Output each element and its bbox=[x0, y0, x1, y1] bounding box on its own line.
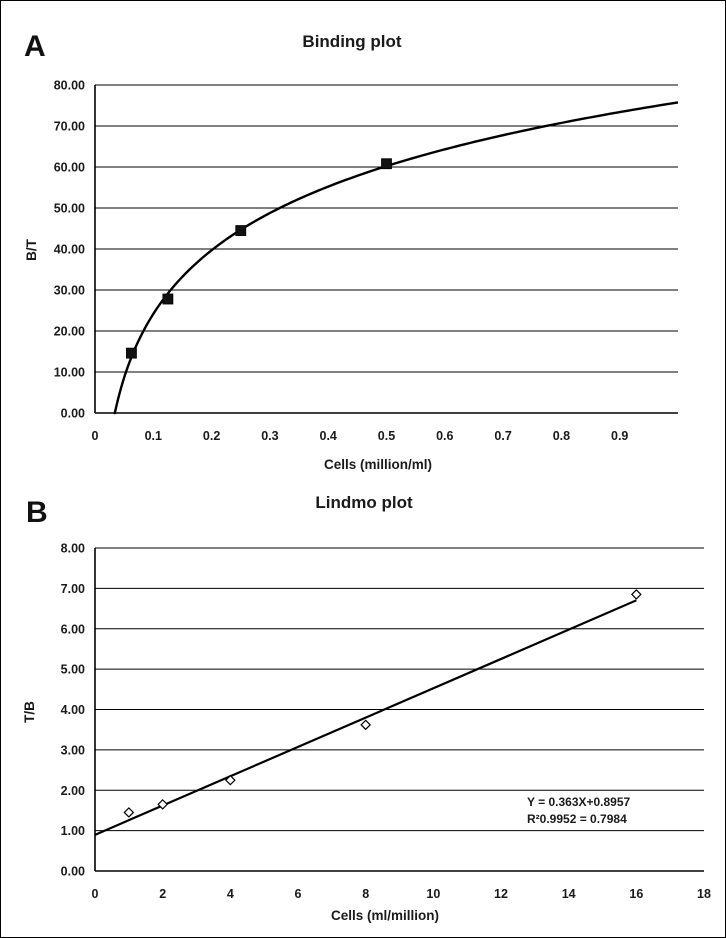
y-tick-label: 5.00 bbox=[61, 663, 85, 677]
gridlines-b bbox=[95, 547, 704, 832]
data-point bbox=[224, 774, 236, 786]
x-tick-label: 0.9 bbox=[611, 429, 628, 443]
x-tick-label: 10 bbox=[426, 887, 440, 901]
regression-line bbox=[94, 599, 637, 836]
y-tick-labels-b: 0.00 1.00 2.00 3.00 4.00 5.00 6.00 7.00 8.00 bbox=[61, 542, 85, 879]
gridlines-a bbox=[95, 84, 678, 373]
y-tick-label: 0.00 bbox=[61, 865, 85, 879]
y-tick-label: 2.00 bbox=[61, 784, 85, 798]
x-tick-label: 0 bbox=[92, 429, 99, 443]
x-tick-labels-a: 0 0.1 0.2 0.3 0.4 0.5 0.6 0.7 0.8 0.9 bbox=[92, 429, 629, 443]
axes-b bbox=[94, 548, 704, 872]
x-tick-label: 16 bbox=[629, 887, 643, 901]
fit-r-squared: R²0.9952 = 0.7984 bbox=[527, 812, 627, 826]
y-tick-label: 0.00 bbox=[61, 407, 85, 421]
fit-equation: Y = 0.363X+0.8957 bbox=[527, 795, 631, 809]
x-tick-label: 0.2 bbox=[203, 429, 220, 443]
fit-line-b bbox=[94, 599, 637, 836]
x-tick-label: 4 bbox=[227, 887, 234, 901]
data-point bbox=[360, 719, 372, 731]
x-tick-labels-b: 0 2 4 6 8 10 12 14 16 18 bbox=[92, 887, 711, 901]
data-point bbox=[162, 293, 174, 305]
x-tick-label: 0.7 bbox=[494, 429, 511, 443]
x-tick-label: 14 bbox=[562, 887, 576, 901]
data-point bbox=[381, 158, 392, 170]
y-tick-label: 7.00 bbox=[61, 582, 85, 596]
x-tick-label: 2 bbox=[159, 887, 166, 901]
data-point bbox=[235, 225, 247, 236]
y-tick-label: 1.00 bbox=[61, 824, 85, 838]
x-tick-label: 0 bbox=[92, 887, 99, 901]
x-axis-label-b: Cells (ml/million) bbox=[331, 908, 439, 923]
y-tick-label: 6.00 bbox=[61, 622, 85, 636]
data-points-b bbox=[123, 589, 642, 818]
y-tick-label: 8.00 bbox=[61, 542, 85, 556]
panel-letter-a: A bbox=[24, 30, 46, 63]
x-tick-label: 6 bbox=[295, 887, 302, 901]
y-tick-label: 10.00 bbox=[54, 366, 85, 380]
x-tick-label: 8 bbox=[362, 887, 369, 901]
y-tick-label: 70.00 bbox=[54, 120, 85, 134]
x-tick-label: 0.4 bbox=[320, 429, 337, 443]
fit-curve bbox=[113, 101, 679, 415]
y-tick-labels-a: 0.00 10.00 20.00 30.00 40.00 50.00 60.00 70.00 8… bbox=[54, 79, 85, 421]
x-tick-label: 18 bbox=[697, 887, 711, 901]
y-tick-label: 60.00 bbox=[54, 161, 85, 175]
data-point bbox=[630, 589, 642, 600]
x-axis-label-a: Cells (million/ml) bbox=[324, 457, 432, 472]
y-tick-label: 3.00 bbox=[61, 743, 85, 757]
y-axis-label-b: T/B bbox=[22, 701, 37, 723]
y-tick-label: 50.00 bbox=[54, 202, 85, 216]
panel-letter-b: B bbox=[26, 496, 48, 529]
x-tick-label: 0.3 bbox=[261, 429, 278, 443]
x-tick-label: 12 bbox=[494, 887, 508, 901]
x-tick-label: 0.8 bbox=[553, 429, 570, 443]
x-tick-label: 0.1 bbox=[145, 429, 162, 443]
axes-a bbox=[94, 85, 678, 414]
y-axis-label-a: B/T bbox=[24, 238, 39, 261]
y-tick-label: 20.00 bbox=[54, 325, 85, 339]
data-point bbox=[157, 799, 169, 810]
x-tick-label: 0.6 bbox=[436, 429, 453, 443]
chart-title-b: Lindmo plot bbox=[315, 493, 413, 512]
fit-curve-a bbox=[113, 101, 679, 415]
data-points-a bbox=[126, 158, 392, 359]
binding-plot-panel: A Binding plot Cells (million/ml) B/T 0.… bbox=[24, 30, 679, 472]
y-tick-label: 30.00 bbox=[54, 284, 85, 298]
data-point bbox=[123, 807, 135, 818]
y-tick-label: 4.00 bbox=[61, 703, 85, 717]
x-tick-label: 0.5 bbox=[378, 429, 395, 443]
lindmo-plot-panel: B Lindmo plot Cells (ml/million) T/B 0.0… bbox=[22, 493, 711, 923]
data-point bbox=[126, 347, 137, 359]
chart-title-a: Binding plot bbox=[302, 32, 401, 51]
y-tick-label: 40.00 bbox=[54, 243, 85, 257]
y-tick-label: 80.00 bbox=[54, 79, 85, 93]
